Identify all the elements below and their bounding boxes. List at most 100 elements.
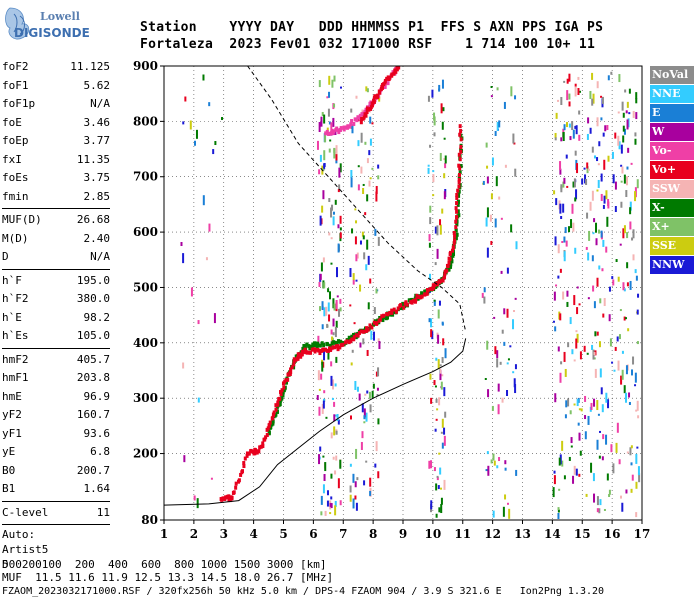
y-tick-label: 200: [133, 447, 158, 461]
echo-point: [609, 338, 612, 347]
echo-point: [352, 279, 355, 285]
echo-point: [630, 462, 633, 466]
echo-point: [569, 410, 572, 415]
echo-point: [514, 168, 517, 177]
echo-point: [339, 163, 342, 173]
trace-point: [317, 348, 321, 353]
trace-point: [263, 437, 267, 442]
trace-point: [390, 310, 394, 315]
trace-point: [278, 398, 282, 403]
echo-point: [635, 275, 638, 281]
trace-point: [294, 357, 298, 362]
echo-point: [637, 415, 640, 419]
echo-point: [585, 246, 588, 250]
echo-point: [336, 267, 339, 278]
echo-point: [515, 469, 518, 476]
header-row-2: Fortaleza 2023 Fev01 032 171000 RSF 1 71…: [140, 37, 596, 52]
echo-point: [365, 412, 368, 422]
echo-point: [332, 318, 335, 327]
param-label: yE: [2, 445, 16, 458]
echo-point: [374, 463, 377, 468]
param-label: h`E: [2, 310, 22, 324]
echo-point: [579, 351, 582, 360]
trace-point: [459, 164, 463, 169]
echo-point: [634, 138, 637, 145]
echo-point: [486, 165, 489, 169]
trace-point: [372, 320, 376, 325]
virtual-height-curve: [247, 65, 467, 332]
echo-point: [317, 370, 320, 381]
echo-point: [630, 488, 633, 493]
trace-point: [362, 115, 366, 120]
trace-point: [449, 262, 453, 267]
echo-point: [617, 135, 620, 146]
echo-point: [618, 334, 621, 340]
echo-point: [366, 88, 369, 93]
echo-point: [492, 510, 495, 518]
param-label: fmin: [2, 189, 29, 203]
echo-point: [327, 288, 330, 293]
trace-point: [375, 321, 379, 326]
param-label: h`F: [2, 273, 22, 287]
echo-point: [333, 401, 336, 407]
echo-point: [490, 193, 493, 200]
echo-point: [319, 306, 322, 312]
echo-point: [490, 86, 493, 89]
trace-point: [279, 390, 283, 395]
echo-point: [320, 262, 323, 272]
echo-point: [430, 500, 433, 510]
echo-point: [513, 310, 516, 313]
param-label: C-level: [2, 505, 49, 519]
trace-point: [356, 333, 360, 338]
legend-item: Vo+: [650, 161, 694, 179]
echo-point: [502, 506, 505, 517]
param-value: 11.35: [76, 152, 110, 166]
echo-point: [434, 428, 437, 432]
trace-point: [258, 445, 262, 450]
echo-point: [319, 446, 322, 452]
echo-point: [433, 467, 436, 472]
trace-point: [363, 113, 367, 118]
echo-point: [335, 145, 338, 155]
trace-point: [249, 448, 253, 453]
legend-item: NNW: [650, 256, 694, 274]
echo-point: [574, 150, 577, 156]
echo-point: [355, 220, 358, 224]
param-row: B0 200.7: [2, 462, 110, 481]
trace-point: [449, 264, 453, 269]
echo-point: [565, 400, 568, 408]
echo-point: [597, 179, 600, 188]
echo-point: [366, 390, 369, 394]
echo-point: [365, 264, 368, 271]
echo-point: [568, 456, 571, 461]
echo-point: [435, 418, 438, 421]
echo-point: [329, 139, 332, 142]
logo-line1: Lowell: [40, 10, 80, 23]
echo-point: [573, 359, 576, 362]
legend-item: Vo-: [650, 142, 694, 160]
echo-point: [554, 326, 557, 332]
trace-point: [443, 272, 447, 277]
echo-point: [635, 481, 638, 489]
trace-point: [342, 127, 346, 132]
echo-point: [431, 331, 434, 340]
echo-point: [489, 214, 492, 222]
echo-point: [359, 240, 362, 245]
trace-point: [267, 431, 271, 436]
echo-point: [365, 86, 368, 92]
echo-point: [334, 128, 337, 135]
echo-point: [334, 500, 337, 507]
echo-point: [351, 349, 354, 353]
echo-point: [486, 247, 489, 258]
echo-point: [625, 176, 628, 186]
trace-point: [457, 184, 461, 189]
x-tick-label: 4: [249, 527, 257, 541]
echo-point: [595, 238, 598, 246]
echo-point: [554, 236, 557, 246]
echo-point: [377, 236, 380, 246]
trace-point: [310, 347, 314, 352]
echo-point: [600, 230, 603, 238]
trace-point: [349, 122, 353, 127]
trace-point: [242, 464, 246, 469]
echo-point: [587, 252, 590, 261]
